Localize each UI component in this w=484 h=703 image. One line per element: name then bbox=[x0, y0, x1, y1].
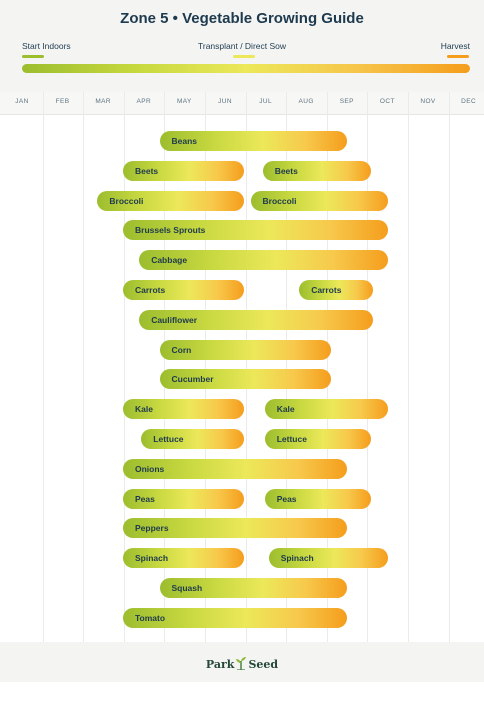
crop-bar-beets: Beets bbox=[262, 160, 372, 181]
legend-gradient-bar bbox=[22, 64, 470, 73]
month-gridline bbox=[164, 92, 165, 642]
crop-bar-carrots: Carrots bbox=[123, 280, 244, 300]
crop-bar-peas: Peas bbox=[123, 488, 244, 509]
crop-bar-lettuce: Lettuce bbox=[141, 429, 244, 449]
crop-bar-spinach: Spinach bbox=[268, 548, 388, 569]
month-header bbox=[0, 92, 484, 114]
month-gridline bbox=[124, 92, 125, 642]
crop-bar-broccoli: Broccoli bbox=[97, 190, 244, 211]
sprout-icon bbox=[235, 656, 247, 673]
page-title: Zone 5 • Vegetable Growing Guide bbox=[120, 10, 364, 27]
month-gridline bbox=[205, 92, 206, 642]
legend-start-indoors: Start Indoors bbox=[22, 41, 71, 51]
month-header-divider bbox=[0, 114, 484, 115]
month-label-dec: DEC bbox=[461, 98, 477, 105]
crop-bar-lettuce: Lettuce bbox=[264, 429, 372, 449]
crop-bar-beets: Beets bbox=[123, 160, 244, 181]
crop-bar-broccoli: Broccoli bbox=[250, 190, 388, 211]
legend-harvest-swatch bbox=[447, 55, 469, 58]
crop-bar-cabbage: Cabbage bbox=[139, 250, 388, 271]
month-gridline bbox=[408, 92, 409, 642]
legend-transplant-swatch bbox=[233, 55, 255, 58]
month-label-jul: JUL bbox=[259, 98, 272, 105]
crop-bar-peppers: Peppers bbox=[123, 518, 348, 539]
month-gridline bbox=[449, 92, 450, 642]
crop-bar-squash: Squash bbox=[159, 578, 348, 598]
month-label-may: MAY bbox=[176, 98, 192, 105]
park-seed-logo: Park Seed bbox=[0, 656, 484, 673]
month-label-mar: MAR bbox=[95, 98, 112, 105]
crop-bar-kale: Kale bbox=[264, 399, 388, 420]
crop-bar-cauliflower: Cauliflower bbox=[139, 309, 374, 330]
crop-bar-spinach: Spinach bbox=[123, 548, 244, 569]
header: Zone 5 • Vegetable Growing Guide bbox=[0, 0, 484, 92]
month-label-jan: JAN bbox=[15, 98, 29, 105]
month-gridline bbox=[286, 92, 287, 642]
crop-bar-onions: Onions bbox=[123, 458, 348, 479]
crop-bar-corn: Corn bbox=[159, 339, 331, 360]
month-label-oct: OCT bbox=[379, 98, 395, 105]
month-gridline bbox=[43, 92, 44, 642]
legend-harvest: Harvest bbox=[440, 41, 470, 51]
crop-bar-peas: Peas bbox=[264, 488, 372, 509]
month-label-aug: AUG bbox=[298, 98, 314, 105]
crop-bar-beans: Beans bbox=[159, 131, 348, 151]
month-gridline bbox=[246, 92, 247, 642]
month-label-apr: APR bbox=[136, 98, 152, 105]
month-label-feb: FEB bbox=[55, 98, 70, 105]
crop-bar-cucumber: Cucumber bbox=[159, 369, 331, 390]
legend-start-indoors-swatch bbox=[22, 55, 44, 58]
month-label-sep: SEP bbox=[339, 98, 354, 105]
legend-transplant: Transplant / Direct Sow bbox=[197, 41, 287, 51]
crop-bar-carrots: Carrots bbox=[299, 280, 374, 300]
month-gridline bbox=[327, 92, 328, 642]
month-gridline bbox=[367, 92, 368, 642]
crop-bar-brussels-sprouts: Brussels Sprouts bbox=[123, 220, 388, 241]
logo-text-park: Park bbox=[205, 658, 235, 671]
month-label-nov: NOV bbox=[420, 98, 436, 105]
month-label-jun: JUN bbox=[218, 98, 232, 105]
month-gridline bbox=[83, 92, 84, 642]
logo-text-seed: Seed bbox=[248, 658, 279, 671]
crop-bar-kale: Kale bbox=[123, 399, 244, 420]
crop-bar-tomato: Tomato bbox=[123, 607, 348, 628]
